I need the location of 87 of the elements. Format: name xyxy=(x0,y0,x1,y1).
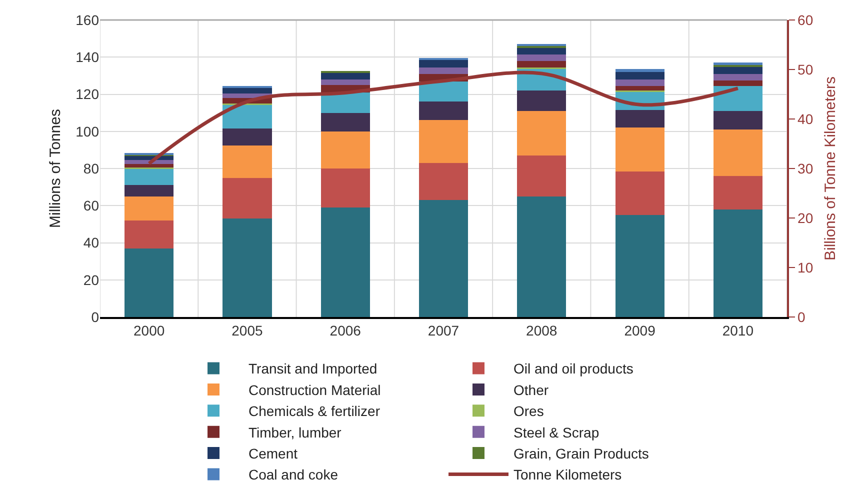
legend-label: Cement xyxy=(248,446,298,462)
bar xyxy=(418,200,468,317)
y2-tick-label: 50 xyxy=(798,61,814,78)
legend-label: Coal and coke xyxy=(248,466,338,483)
y-tick-label: 100 xyxy=(76,123,100,140)
legend-label: Grain, Grain Products xyxy=(514,446,649,462)
bar xyxy=(124,185,174,196)
bar xyxy=(615,128,664,172)
legend-label: Steel & Scrap xyxy=(514,424,600,440)
y-tick-label: 0 xyxy=(91,308,100,325)
y-tick-label: 120 xyxy=(76,86,100,102)
y2-tick-label: 20 xyxy=(798,210,814,226)
bar xyxy=(713,66,762,74)
legend-label: Timber, lumber xyxy=(248,424,342,440)
bar xyxy=(222,104,272,129)
x-tick-label: 2008 xyxy=(526,322,558,339)
bar xyxy=(517,196,566,317)
legend-label: Other xyxy=(514,382,549,398)
y-tick-label: 160 xyxy=(76,12,100,28)
legend-label: Construction Material xyxy=(248,382,381,398)
bar xyxy=(222,218,272,317)
y2-tick-label: 40 xyxy=(798,110,814,127)
y2-axis-title: Billions of Tonne Kilometers xyxy=(822,76,839,260)
x-tick-label: 2009 xyxy=(624,322,656,339)
bar xyxy=(124,196,174,220)
bar xyxy=(124,160,174,164)
bar xyxy=(713,209,762,317)
bar xyxy=(615,214,664,317)
bar xyxy=(615,79,664,86)
legend-label: Tonne Kilometers xyxy=(514,466,622,483)
legend-label: Transit and Imported xyxy=(248,360,378,377)
bar xyxy=(320,168,370,208)
y-tick-label: 40 xyxy=(83,234,100,251)
bar xyxy=(320,112,370,132)
bar xyxy=(615,86,664,91)
bar xyxy=(124,248,174,317)
bar xyxy=(517,60,566,68)
bar xyxy=(418,60,468,68)
bar xyxy=(418,162,468,200)
x-tick-label: 2005 xyxy=(232,322,263,339)
y-tick-label: 60 xyxy=(83,198,100,214)
bar xyxy=(615,72,664,80)
bar xyxy=(713,176,762,210)
bar xyxy=(320,207,370,317)
bar xyxy=(222,145,272,178)
y-tick-label: 20 xyxy=(83,272,100,288)
bar xyxy=(517,48,566,54)
bar xyxy=(418,67,468,74)
bar xyxy=(713,110,762,130)
bar xyxy=(124,220,174,248)
x-tick-label: 2006 xyxy=(330,322,362,339)
bar xyxy=(418,81,468,102)
x-tick-label: 2000 xyxy=(133,322,165,339)
bar xyxy=(517,54,566,61)
bar xyxy=(320,131,370,168)
bar xyxy=(124,168,174,186)
bar xyxy=(517,90,566,111)
bar xyxy=(418,120,468,163)
bar xyxy=(222,178,272,219)
bar xyxy=(615,110,664,128)
x-tick-label: 2010 xyxy=(722,322,754,339)
y2-tick-label: 30 xyxy=(798,160,814,176)
bar xyxy=(222,88,272,94)
bar xyxy=(124,164,174,168)
y2-tick-label: 0 xyxy=(798,308,806,325)
y2-tick-label: 60 xyxy=(798,12,814,28)
bar xyxy=(713,86,762,111)
bar xyxy=(320,72,370,80)
y2-tick-label: 10 xyxy=(798,259,814,276)
line-series xyxy=(147,70,740,166)
y-tick-label: 140 xyxy=(76,49,100,66)
bar xyxy=(713,130,762,176)
bar xyxy=(517,110,566,156)
legend-label: Oil and oil products xyxy=(514,360,634,377)
bar xyxy=(713,74,762,80)
bar xyxy=(517,156,566,196)
bar xyxy=(320,79,370,85)
y-tick-label: 80 xyxy=(83,160,100,176)
bar xyxy=(615,171,664,215)
bar xyxy=(418,102,468,120)
legend-label: Chemicals & fertilizer xyxy=(248,403,380,420)
legend-label: Ores xyxy=(514,403,544,420)
x-tick-label: 2007 xyxy=(428,322,460,339)
bar xyxy=(320,92,370,113)
bar xyxy=(222,128,272,146)
y-axis-title: Millions of Tonnes xyxy=(47,109,64,228)
bar xyxy=(713,80,762,86)
